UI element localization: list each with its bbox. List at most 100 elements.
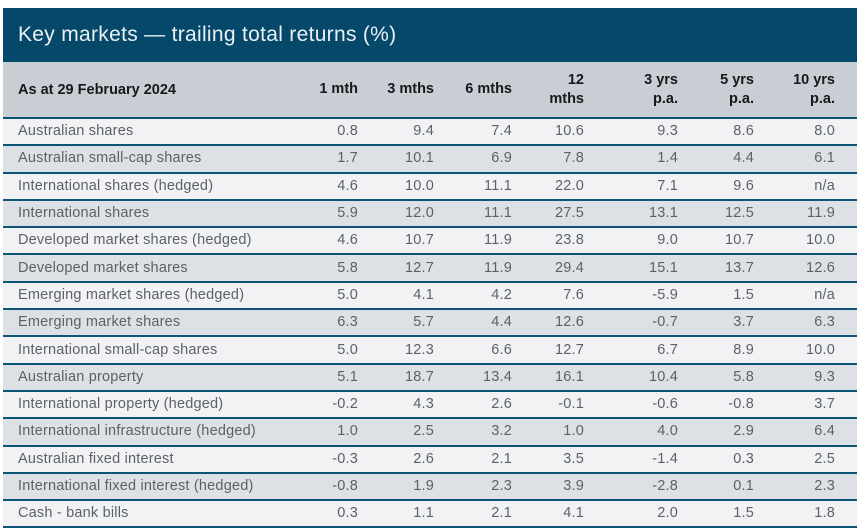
row-value: 11.1: [456, 198, 534, 228]
column-header-date: As at 29 February 2024: [3, 62, 305, 118]
column-header-1mth: 1 mth: [305, 62, 380, 118]
header-label: 12 mths: [549, 71, 584, 107]
row-value: 4.1: [380, 280, 456, 310]
row-label: Cash - bank bills: [3, 499, 305, 529]
title-bar: Key markets — trailing total returns (%): [3, 8, 857, 62]
row-value: 1.4: [606, 144, 700, 173]
row-label: Australian property: [3, 362, 305, 391]
row-value: 10.7: [700, 226, 776, 255]
row-value: 3.9: [534, 471, 606, 501]
row-value: 10.0: [380, 171, 456, 200]
row-value: 4.2: [456, 280, 534, 310]
row-value: 6.3: [305, 308, 380, 337]
row-value: 1.9: [380, 471, 456, 501]
row-value: 12.0: [380, 198, 456, 228]
row-label: Developed market shares (hedged): [3, 226, 305, 255]
returns-table: As at 29 February 2024 1 mth 3 mths 6 mt…: [3, 62, 857, 529]
table-header: As at 29 February 2024 1 mth 3 mths 6 mt…: [3, 62, 857, 118]
row-value: 11.9: [456, 226, 534, 255]
row-value: 2.0: [606, 499, 700, 529]
row-value: 1.5: [700, 280, 776, 310]
row-value: 4.0: [606, 417, 700, 446]
row-label: Emerging market shares (hedged): [3, 280, 305, 310]
row-label: Australian small-cap shares: [3, 144, 305, 173]
row-value: 6.6: [456, 335, 534, 364]
header-label: 5 yrs: [720, 71, 754, 88]
row-value: -0.6: [606, 389, 700, 419]
row-value: 13.7: [700, 253, 776, 282]
row-value: 4.4: [700, 144, 776, 173]
row-value: 23.8: [534, 226, 606, 255]
row-value: 11.1: [456, 171, 534, 200]
row-value: 15.1: [606, 253, 700, 282]
row-value: 4.1: [534, 499, 606, 529]
row-value: -0.8: [305, 471, 380, 501]
row-value: 12.7: [534, 335, 606, 364]
row-value: 10.0: [776, 226, 857, 255]
row-value: -1.4: [606, 444, 700, 473]
column-header-3mths: 3 mths: [380, 62, 456, 118]
row-value: 12.3: [380, 335, 456, 364]
page-title: Key markets — trailing total returns (%): [18, 23, 397, 46]
row-label: International fixed interest (hedged): [3, 471, 305, 501]
row-value: 5.9: [305, 198, 380, 228]
column-header-10yrs-pa: 10 yrs p.a.: [776, 62, 857, 118]
row-value: 6.3: [776, 308, 857, 337]
row-value: -5.9: [606, 280, 700, 310]
row-label: International infrastructure (hedged): [3, 417, 305, 446]
table-row: Australian small-cap shares 1.7 10.1 6.9 7.8…: [3, 144, 857, 173]
row-value: 2.5: [776, 444, 857, 473]
row-value: 2.3: [776, 471, 857, 501]
row-value: 4.3: [380, 389, 456, 419]
table-row: Australian fixed interest -0.3 2.6 2.1 3.5 -1…: [3, 444, 857, 473]
header-sublabel: p.a.: [810, 90, 835, 107]
row-value: 3.7: [700, 308, 776, 337]
row-value: 0.3: [700, 444, 776, 473]
row-label: International shares: [3, 198, 305, 228]
table-row: International infrastructure (hedged) 1.0…: [3, 417, 857, 446]
header-label: 1 mth: [319, 81, 358, 98]
row-value: -0.7: [606, 308, 700, 337]
row-value: 6.1: [776, 144, 857, 173]
table-row: International small-cap shares 5.0 12.3 6.6…: [3, 335, 857, 364]
row-value: 9.6: [700, 171, 776, 200]
header-label: 3 yrs: [644, 71, 678, 88]
row-value: 2.6: [380, 444, 456, 473]
row-value: -0.3: [305, 444, 380, 473]
row-value: 12.6: [534, 308, 606, 337]
row-value: 0.1: [700, 471, 776, 501]
table-body: Australian shares 0.8 9.4 7.4 10.6 9.3 8.6 8.0 A…: [3, 116, 857, 529]
row-value: 7.4: [456, 116, 534, 146]
table-row: International fixed interest (hedged) -0.…: [3, 471, 857, 501]
column-header-5yrs-pa: 5 yrs p.a.: [700, 62, 776, 118]
row-label: Australian fixed interest: [3, 444, 305, 473]
row-value: 10.7: [380, 226, 456, 255]
row-value: 13.1: [606, 198, 700, 228]
header-label: 6 mths: [465, 81, 512, 98]
row-value: 2.1: [456, 499, 534, 529]
header-row: As at 29 February 2024 1 mth 3 mths 6 mt…: [3, 62, 857, 118]
table-row: Australian shares 0.8 9.4 7.4 10.6 9.3 8.6 8.0: [3, 116, 857, 146]
row-value: n/a: [776, 280, 857, 310]
row-label: International property (hedged): [3, 389, 305, 419]
row-value: 7.1: [606, 171, 700, 200]
row-value: 1.7: [305, 144, 380, 173]
row-value: 5.0: [305, 280, 380, 310]
table-row: Developed market shares 5.8 12.7 11.9 29.4 15…: [3, 253, 857, 282]
row-label: Developed market shares: [3, 253, 305, 282]
row-value: 10.0: [776, 335, 857, 364]
row-value: 11.9: [776, 198, 857, 228]
row-value: 1.5: [700, 499, 776, 529]
row-value: 10.6: [534, 116, 606, 146]
row-value: -0.1: [534, 389, 606, 419]
row-value: 1.1: [380, 499, 456, 529]
row-value: n/a: [776, 171, 857, 200]
row-value: 3.5: [534, 444, 606, 473]
row-value: 6.7: [606, 335, 700, 364]
table-row: Cash - bank bills 0.3 1.1 2.1 4.1 2.0 1.5 1.8: [3, 499, 857, 529]
row-value: 9.0: [606, 226, 700, 255]
row-value: 2.9: [700, 417, 776, 446]
row-value: 10.4: [606, 362, 700, 391]
